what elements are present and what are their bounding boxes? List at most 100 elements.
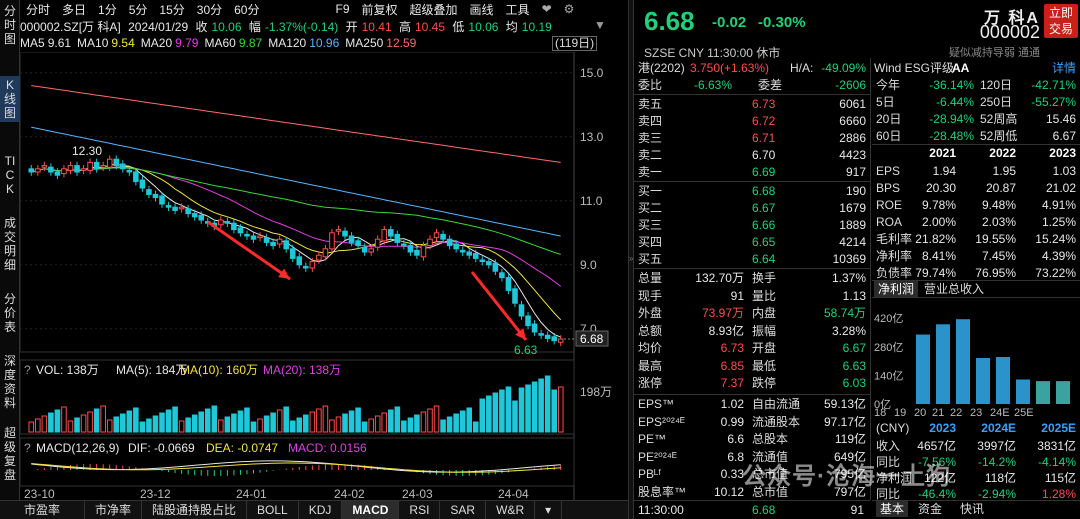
faint-note: 疑似减持导弱 通通 (948, 47, 1040, 59)
indicator-tab-9[interactable]: ▾ (535, 501, 563, 519)
period-tab-4[interactable]: 15分 (159, 2, 185, 17)
indicator-tab-8[interactable]: W&R (486, 501, 536, 519)
ma-value: 9.61 (47, 36, 72, 50)
volume-bar (531, 381, 538, 433)
ma-bar-count[interactable]: (119日) (552, 36, 598, 51)
last-tick-volume: 91 (850, 503, 864, 517)
candle-body (316, 254, 322, 261)
tool-menu-0[interactable]: F9 (335, 2, 350, 16)
price-tick: 9.0 (580, 258, 597, 272)
forecast-label: 净利润 (876, 471, 913, 485)
candle-body (518, 304, 525, 317)
kline-chart[interactable]: 15.0 13.0 11.0 9.0 7.0 12.30 6.63 6.68? VOL: 138… (19, 51, 630, 502)
metric-value: 1.25% (1041, 215, 1076, 229)
fundamental-value: 0.99 (720, 414, 744, 429)
right-bottom-tab-1[interactable]: 资金 (918, 502, 943, 516)
ask-volume: 4423 (839, 148, 866, 162)
ma-value: 9.54 (111, 36, 135, 50)
perf-value: -28.94% (929, 112, 974, 126)
indicator-tab-6[interactable]: RSI (399, 501, 441, 519)
macd-help-icon[interactable]: ? (24, 441, 31, 455)
period-tab-3[interactable]: 5分 (128, 2, 148, 17)
volume-bar (342, 413, 348, 433)
fund-subtab-0[interactable]: 净利润 (874, 281, 919, 297)
left-nav-item-5[interactable]: 深度资料 (0, 352, 20, 412)
close-panel-icon[interactable]: ▼ (594, 18, 606, 32)
close-label: 收 (195, 20, 208, 34)
bar-x-label: 19 (894, 407, 906, 419)
perf-value: -6.44% (935, 95, 974, 109)
tool-menu-3[interactable]: 画线 (469, 2, 494, 17)
candle-body (218, 219, 224, 226)
volume-bar (316, 408, 322, 433)
candle-body (427, 238, 433, 247)
metric-value: 73.22% (1035, 266, 1076, 280)
indicator-tab-0[interactable]: 市盈率 (0, 501, 86, 519)
bid-price: 6.68 (752, 184, 776, 198)
ma-label: MA120 (268, 36, 307, 50)
metric-value: 9.78% (921, 198, 956, 212)
indicator-tab-4[interactable]: KDJ (299, 501, 343, 519)
fundamental-label: 流通值 (752, 449, 789, 464)
ma-legend-item: MA250 12.59 (345, 36, 416, 50)
fundamental-value: 6.6 (727, 432, 744, 446)
left-nav-item-2[interactable]: TICK (0, 152, 20, 198)
panel-splitter[interactable]: » (628, 0, 634, 519)
metric-value: 21.02 (1045, 181, 1076, 195)
column-divider (870, 58, 871, 500)
period-tab-1[interactable]: 多日 (62, 2, 87, 17)
volume-bar (185, 417, 191, 433)
volume-bar (440, 419, 446, 433)
settings-icon[interactable]: ⚙ (563, 2, 575, 16)
fund-subtab-1[interactable]: 营业总收入 (924, 282, 985, 296)
indicator-tab-1[interactable]: 市净率 (85, 501, 143, 519)
quote-row: 买三 6.66 1889 (634, 217, 870, 233)
right-bottom-tab-0[interactable]: 基本 (876, 501, 909, 517)
left-nav-item-3[interactable]: 成交明细 (0, 214, 20, 274)
stat-value: 1.13 (842, 288, 866, 303)
period-tab-2[interactable]: 1分 (98, 2, 117, 17)
indicator-tab-2[interactable]: 陆股通持股占比 (142, 501, 248, 519)
period-tab-6[interactable]: 60分 (234, 2, 260, 17)
perf-label: 5日 (876, 95, 895, 109)
bar-x-label: 24E (990, 407, 1010, 419)
indicator-tabs: 市盈率 市净率 陆股通持股占比 BOLL KDJ MACD RSI SAR W&R ▾ (0, 500, 630, 519)
candle-body (355, 240, 361, 247)
left-nav-item-4[interactable]: 分价表 (0, 290, 20, 336)
tool-menu-4[interactable]: 工具 (505, 2, 530, 17)
volume-bar (420, 411, 427, 433)
indicator-tab-7[interactable]: SAR (440, 501, 487, 519)
ma-value: 9.87 (238, 36, 263, 50)
esg-label: Wind ESG评级 (874, 61, 955, 75)
volume-bar (492, 392, 499, 433)
tool-menu-2[interactable]: 超级叠加 (409, 2, 458, 17)
watermark: 公众号·沧海一土狗 (742, 463, 951, 490)
indicator-tab-3[interactable]: BOLL (247, 501, 299, 519)
candle-body (191, 213, 198, 218)
right-bottom-tab-2[interactable]: 快讯 (960, 502, 985, 516)
candle-body (113, 158, 120, 167)
ask-volume: 2886 (839, 131, 866, 145)
left-nav-label: 成交明细 (4, 216, 17, 272)
perf-value: -42.71% (1031, 78, 1076, 92)
forecast-currency: (CNY) (876, 421, 910, 435)
candle-body (250, 235, 257, 240)
stat-value: 6.85 (720, 358, 744, 373)
help-icon[interactable]: ? (24, 363, 31, 377)
period-tab-0[interactable]: 分时 (26, 2, 51, 17)
esg-detail-link[interactable]: 详情 (1051, 61, 1076, 75)
left-nav-item-1[interactable]: K线图 (0, 76, 20, 122)
indicator-tab-5[interactable]: MACD (342, 501, 400, 519)
avg-label: 均 (505, 20, 518, 34)
ma60-line (31, 167, 561, 255)
tool-menu-1[interactable]: 前复权 (361, 2, 398, 17)
period-tab-5[interactable]: 30分 (196, 2, 223, 17)
trade-button[interactable]: 立即交易 (1044, 4, 1078, 38)
favorite-icon[interactable]: ❤ (541, 2, 552, 16)
profit-bar (1016, 379, 1030, 404)
volume-bar (368, 418, 374, 433)
left-nav-item-0[interactable]: 分时图 (0, 2, 20, 48)
quote-row: 买一 6.68 190 (634, 183, 870, 199)
candle-body (152, 193, 159, 199)
left-nav-item-6[interactable]: 超级复盘 (0, 424, 20, 484)
